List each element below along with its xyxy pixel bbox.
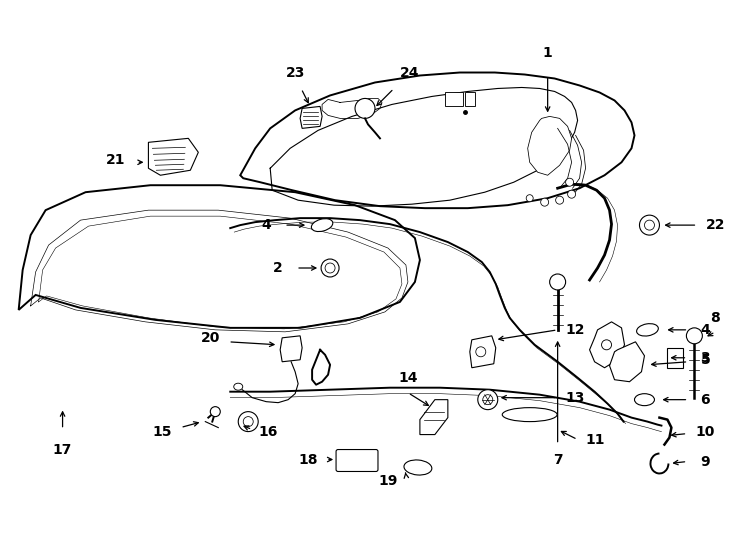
Circle shape [239, 411, 258, 431]
Ellipse shape [233, 383, 243, 390]
Circle shape [478, 390, 498, 410]
Circle shape [355, 98, 375, 118]
Ellipse shape [502, 408, 557, 422]
Text: 20: 20 [200, 331, 220, 345]
Text: 23: 23 [286, 65, 305, 79]
Polygon shape [589, 322, 625, 368]
Text: 22: 22 [705, 218, 725, 232]
Text: 21: 21 [106, 153, 126, 167]
Ellipse shape [321, 259, 339, 277]
Ellipse shape [325, 263, 335, 273]
Text: 24: 24 [400, 65, 420, 79]
Circle shape [483, 395, 493, 404]
Text: 6: 6 [700, 393, 711, 407]
Polygon shape [18, 185, 420, 328]
Circle shape [476, 347, 486, 357]
Circle shape [686, 328, 702, 344]
Polygon shape [528, 117, 572, 176]
Bar [445, 92, 463, 106]
Circle shape [567, 190, 575, 198]
Bar [667, 348, 683, 368]
Polygon shape [420, 400, 448, 435]
Text: 2: 2 [273, 261, 283, 275]
Text: 15: 15 [153, 424, 172, 438]
Polygon shape [609, 342, 644, 382]
Text: 4: 4 [700, 323, 711, 337]
Circle shape [526, 195, 533, 201]
Text: 1: 1 [542, 45, 553, 59]
Polygon shape [470, 336, 495, 368]
Ellipse shape [634, 394, 655, 406]
Text: 18: 18 [298, 453, 318, 467]
Text: 9: 9 [700, 455, 711, 469]
Circle shape [566, 178, 573, 186]
Text: 3: 3 [700, 351, 711, 365]
Text: 19: 19 [378, 475, 398, 489]
Polygon shape [148, 138, 198, 176]
Ellipse shape [636, 323, 658, 336]
FancyBboxPatch shape [336, 449, 378, 471]
Text: 16: 16 [258, 424, 278, 438]
Text: 14: 14 [398, 371, 418, 384]
Text: 5: 5 [700, 353, 711, 367]
Text: 12: 12 [566, 323, 585, 337]
Text: 8: 8 [711, 311, 720, 325]
Ellipse shape [311, 219, 333, 232]
Circle shape [211, 407, 220, 417]
Text: 13: 13 [566, 390, 585, 404]
Text: 11: 11 [586, 433, 606, 447]
Polygon shape [280, 336, 302, 362]
Text: 7: 7 [553, 453, 562, 467]
Circle shape [602, 340, 611, 350]
Text: 10: 10 [696, 424, 715, 438]
Ellipse shape [404, 460, 432, 475]
Circle shape [541, 198, 548, 206]
Circle shape [639, 215, 659, 235]
Bar [465, 92, 475, 106]
Circle shape [644, 220, 655, 230]
Circle shape [243, 417, 253, 427]
Text: 17: 17 [53, 443, 72, 456]
Text: 4: 4 [261, 218, 271, 232]
Polygon shape [300, 106, 322, 129]
Polygon shape [240, 72, 634, 208]
Circle shape [550, 274, 566, 290]
Circle shape [556, 196, 564, 204]
